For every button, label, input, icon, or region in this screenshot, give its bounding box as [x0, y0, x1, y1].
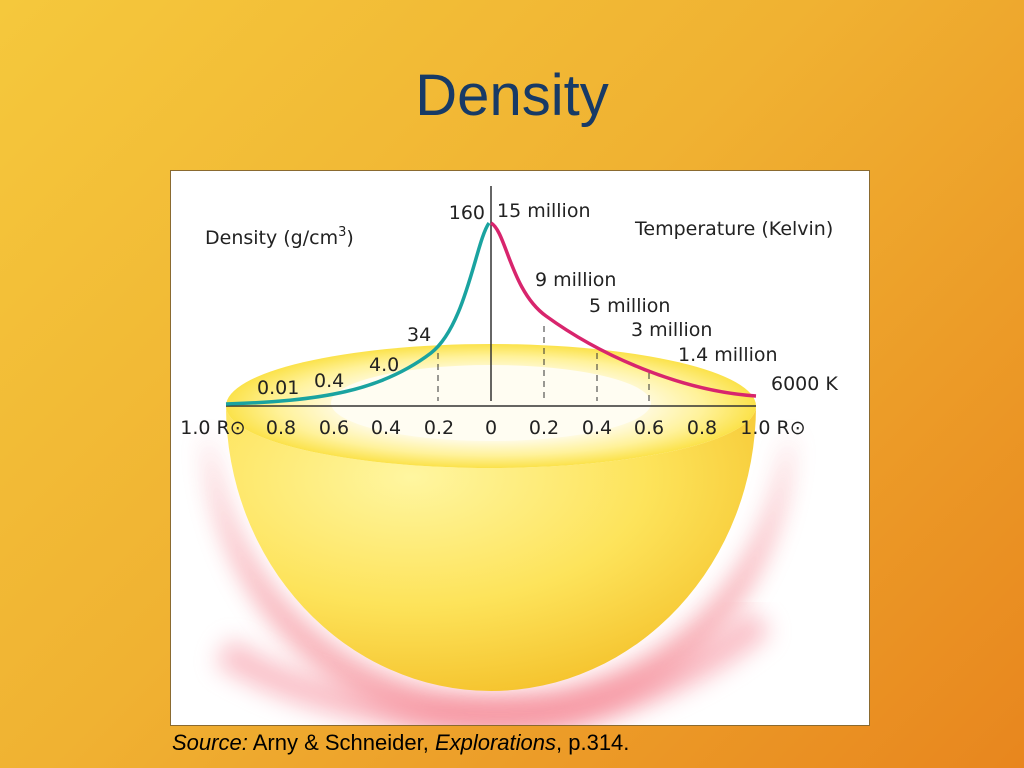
radius-tick-label: 0.8 — [266, 417, 296, 439]
temperature-value: 5 million — [589, 295, 670, 317]
temperature-curve — [489, 221, 757, 398]
density-value: 0.4 — [314, 370, 344, 392]
slide-title: Density — [415, 63, 609, 128]
source-book: Explorations — [434, 730, 557, 755]
radius-tick-label: 0.4 — [582, 417, 612, 439]
temperature-axis-label: Temperature (Kelvin) — [634, 218, 833, 240]
radius-tick-label: 1.0 R⊙ — [180, 417, 245, 439]
density-value: 4.0 — [369, 354, 399, 376]
radius-tick-label: 0.6 — [319, 417, 349, 439]
source-page: , p.314. — [556, 730, 630, 755]
radius-ticks: 1.0 R⊙ 0.8 0.6 0.4 0.2 0 0.2 0.4 0.6 0.8 1.0 R⊙ — [180, 417, 805, 439]
source-authors: Arny & Schneider, — [247, 730, 435, 755]
sun-hemisphere — [226, 406, 756, 691]
temperature-value: 15 million — [497, 200, 591, 222]
temperature-value: 9 million — [535, 269, 616, 291]
radius-tick-label: 0 — [485, 417, 497, 439]
corona-glow — [214, 609, 771, 732]
corona-glow — [206, 431, 791, 734]
source-label: Source: — [172, 730, 248, 755]
temperature-value: 3 million — [631, 319, 712, 341]
dashed-guides — [437, 326, 650, 401]
diagram-panel: Density (g/cm3) Temperature (Kelvin) 160… — [170, 170, 870, 734]
density-axis-label: Density (g/cm3) — [205, 225, 354, 249]
density-value: 34 — [407, 324, 431, 346]
radius-tick-label: 0.2 — [424, 417, 454, 439]
radius-tick-label: 0.4 — [371, 417, 401, 439]
sun-diagram: Density (g/cm3) Temperature (Kelvin) 160… — [180, 186, 838, 734]
radius-tick-label: 0.2 — [529, 417, 559, 439]
radius-tick-label: 1.0 R⊙ — [740, 417, 805, 439]
sun-core — [331, 365, 651, 441]
density-curve — [225, 221, 491, 406]
source-citation: Source: Arny & Schneider, Explorations, … — [172, 730, 629, 756]
density-value: 160 — [449, 202, 485, 224]
temperature-value: 6000 K — [771, 373, 838, 395]
density-value: 0.01 — [257, 377, 299, 399]
radius-tick-label: 0.8 — [687, 417, 717, 439]
temperature-value: 1.4 million — [678, 344, 778, 366]
radius-tick-label: 0.6 — [634, 417, 664, 439]
